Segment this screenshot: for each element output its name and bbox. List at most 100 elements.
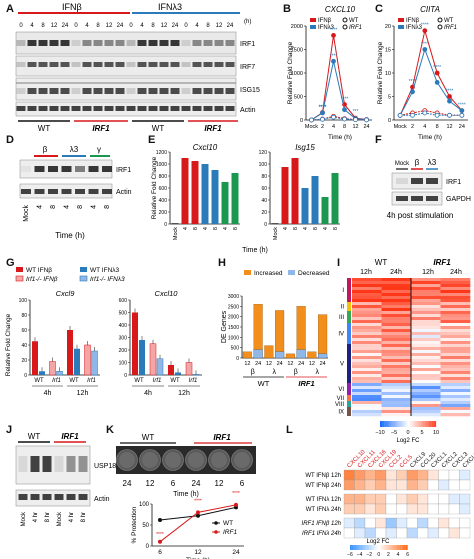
irf7-band: [181, 62, 191, 67]
k-xlabel: Time (h): [186, 557, 210, 559]
heatmap-cell: [352, 329, 382, 333]
colorbar-cell: [429, 421, 431, 427]
y-tick-label: 500: [294, 95, 303, 101]
x-tick-label: 24: [459, 124, 465, 130]
data-point: [320, 110, 325, 116]
heatmap-cell: [354, 517, 366, 529]
colorbar-cell: [399, 545, 401, 550]
colorbar-cell: [423, 421, 425, 427]
bar: [132, 312, 138, 375]
heatmap-cell: [411, 344, 441, 348]
x-tick-label: Mock: [305, 124, 318, 130]
bar: [171, 223, 179, 224]
heatmap-cell: [381, 296, 412, 300]
data-point: [364, 117, 369, 123]
colorbar-cell: [352, 545, 354, 550]
colorbar-cell: [393, 545, 395, 550]
colorbar-cell: [380, 421, 382, 427]
irf7-band: [148, 62, 158, 67]
bar: [311, 176, 319, 224]
group-wt-1: WT: [38, 124, 51, 133]
heatmap-cell: [396, 527, 408, 539]
heatmap-cell: [375, 527, 387, 539]
heatmap-cell: [381, 410, 412, 414]
colorbar-cell: [396, 545, 399, 550]
heatmap-cell: [440, 368, 471, 372]
bar-increased: [285, 353, 295, 359]
isg15-band: [27, 88, 37, 94]
heatmap-cell: [352, 338, 382, 342]
y-tick-label: 50: [142, 523, 149, 529]
legend-swatch: [310, 18, 316, 22]
heatmap-cell: [411, 308, 441, 312]
colorbar-cell: [391, 421, 393, 427]
heatmap-cell: [427, 517, 439, 529]
heatmap-cell: [352, 368, 382, 372]
bar-increased: [264, 345, 274, 359]
heatmap-cell: [352, 344, 382, 348]
y-tick-label: 2500: [228, 304, 239, 310]
colorbar-cell: [416, 421, 418, 427]
blot-time-label: 24: [172, 23, 179, 29]
legend-label: IRF1: [349, 25, 362, 31]
heatmap-cell: [352, 389, 382, 393]
d-gamma: γ: [97, 145, 101, 154]
heatmap-cell: [411, 287, 441, 291]
h-treatment-label: β: [294, 369, 298, 376]
b-title: CXCL10: [325, 5, 356, 14]
data-point: [353, 117, 358, 123]
data-point: [434, 70, 440, 76]
irf1-band: [38, 40, 48, 46]
heatmap-cell: [343, 517, 355, 529]
actin-band: [225, 106, 235, 111]
x-tick-label: 24: [363, 124, 369, 130]
legend-swatch: [288, 270, 295, 275]
heatmap-cell: [411, 332, 441, 336]
series-line: [399, 47, 463, 116]
i-time-4: 24h: [450, 269, 462, 276]
l-row-label: WT IFNβ 12h: [305, 473, 341, 479]
heatmap-cell: [364, 527, 376, 539]
g-group-label: WT: [134, 378, 144, 384]
panel-letter-g: G: [6, 257, 15, 269]
legend-label: WT: [349, 18, 359, 24]
heatmap-cell: [352, 287, 382, 291]
panel-letter-e: E: [148, 134, 155, 146]
heatmap-cell: [440, 308, 471, 312]
y-tick-label: 20: [21, 358, 27, 364]
actin-band: [214, 106, 224, 111]
panel-f: Mock β λ3 IRF1 GAPDH 4h post stimulation: [387, 158, 471, 220]
heatmap-cell: [381, 350, 412, 354]
actin-band: [104, 106, 114, 111]
heatmap-cell: [411, 317, 441, 321]
colorbar-cell: [378, 545, 381, 550]
x-tick-label: 4: [423, 124, 426, 130]
irf1-band: [203, 40, 213, 46]
colorbar-cell: [417, 421, 420, 427]
l-row-label: WT IFNλ 12h: [306, 497, 341, 503]
irf7-band: [203, 62, 213, 67]
f-caption: 4h post stimulation: [387, 211, 454, 220]
significance-stars: ****: [433, 65, 441, 71]
colorbar-cell: [368, 545, 370, 550]
y-tick-label: 10: [385, 71, 391, 77]
y-tick-label: 1000: [156, 162, 167, 168]
y-tick-label: 200: [119, 348, 128, 354]
heatmap-cell: [411, 374, 441, 378]
y-tick-label: 120: [259, 150, 268, 156]
heatmap-cell: [459, 527, 471, 539]
actin-band: [38, 106, 48, 111]
actin-band: [102, 189, 112, 194]
heatmap-cell: [352, 404, 382, 408]
legend-label: Irf1-/- IFNβ: [26, 276, 58, 283]
y-tick-label: 600: [159, 186, 168, 192]
panel-i: WT IRF1 12h 24h 12h 24h IIIIIIIVVVIVIIVI…: [335, 258, 471, 444]
colorbar-cell: [383, 545, 385, 550]
bar: [156, 358, 164, 376]
heatmap-cell: [381, 329, 412, 333]
bar: [192, 374, 200, 376]
heatmap-cell: [417, 493, 429, 505]
g-time-label: 4h: [144, 390, 152, 397]
e-subplot-title: Cxcl10: [193, 143, 218, 152]
